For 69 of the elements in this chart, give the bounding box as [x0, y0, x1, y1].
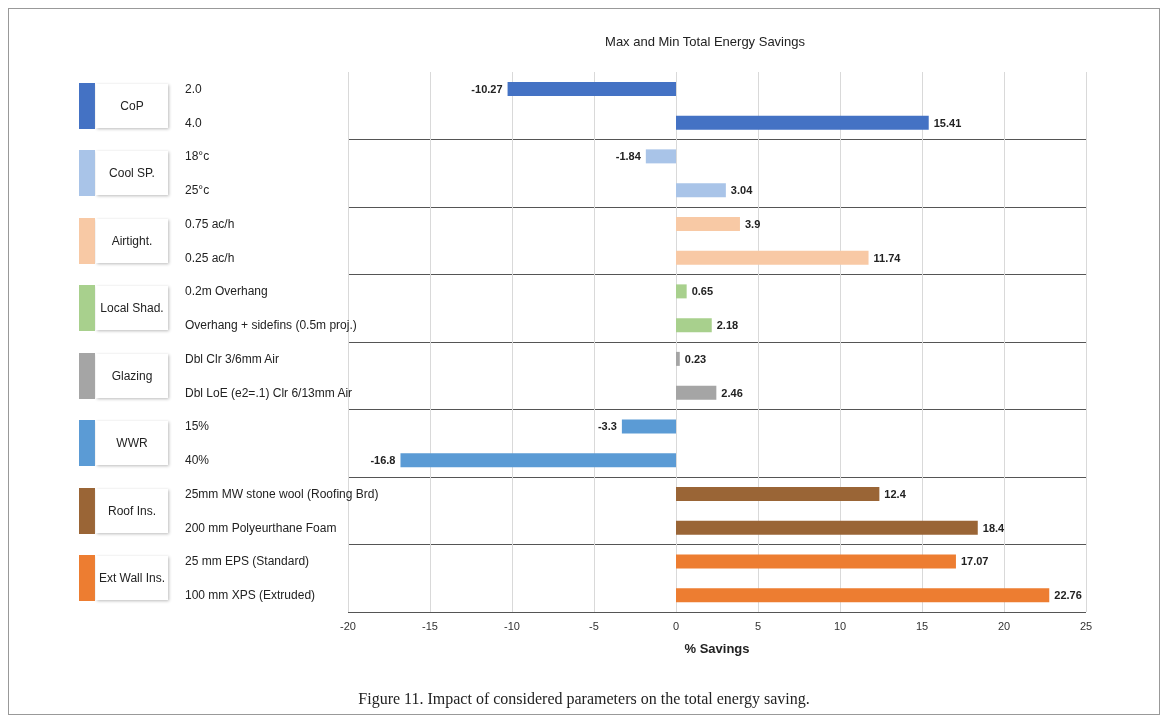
chart-title: Max and Min Total Energy Savings — [605, 34, 806, 49]
x-tick-label: 0 — [672, 619, 680, 632]
x-tick-label: 20 — [997, 619, 1011, 632]
bar — [676, 588, 1050, 603]
text: CoP — [96, 83, 168, 128]
data-label: -10.27 — [471, 82, 503, 95]
data-label: 15.41 — [933, 116, 962, 129]
y-tick-label: 0.25 ac/h — [185, 250, 235, 265]
data-label: -3.3 — [597, 420, 617, 433]
data-label: 12.4 — [884, 487, 907, 500]
bar — [676, 183, 726, 198]
y-tick-label: Overhang + sidefins (0.5m proj.) — [185, 318, 357, 333]
bar — [676, 351, 680, 366]
data-label: 18.4 — [982, 521, 1006, 534]
y-tick-label: 15% — [185, 419, 210, 434]
bar — [676, 318, 712, 333]
data-label: 0.23 — [684, 352, 707, 365]
bar — [676, 486, 880, 501]
text: Airtight. — [96, 218, 168, 263]
caption: Figure 11. Impact of considered parameters on the total energy saving. — [357, 690, 811, 708]
data-label: -1.84 — [615, 150, 642, 163]
bar — [400, 453, 676, 468]
y-tick-label: 200 mm Polyeurthane Foam — [185, 520, 337, 535]
x-tick-label: -20 — [340, 619, 356, 632]
y-tick-label: 25°c — [185, 183, 210, 198]
y-tick-label: 25 mm EPS (Standard) — [185, 554, 310, 569]
text: Cool SP. — [96, 151, 168, 196]
data-label: 3.04 — [730, 184, 754, 197]
data-label: 11.74 — [873, 251, 902, 264]
x-tick-label: 10 — [833, 619, 847, 632]
data-label: 17.07 — [960, 555, 989, 568]
text: Glazing — [96, 353, 168, 398]
data-label: 2.46 — [721, 386, 743, 399]
y-tick-label: 2.0 — [185, 81, 203, 96]
data-label: 2.18 — [716, 319, 739, 332]
y-tick-label: 25mm MW stone wool (Roofing Brd) — [185, 486, 379, 501]
bar — [676, 385, 717, 400]
x-tick-label: 15 — [915, 619, 929, 632]
bar — [676, 554, 956, 569]
y-tick-label: 18°c — [185, 149, 210, 164]
x-tick-label: 5 — [754, 619, 762, 632]
y-tick-label: Dbl LoE (e2=.1) Clr 6/13mm Air — [185, 385, 353, 400]
bar — [621, 419, 676, 434]
y-tick-label: 4.0 — [185, 115, 203, 130]
y-tick-label: 40% — [185, 453, 210, 468]
x-tick-label: -5 — [589, 619, 599, 632]
bar — [676, 284, 687, 299]
y-tick-label: 0.75 ac/h — [185, 216, 235, 231]
data-label: 22.76 — [1054, 589, 1082, 602]
bar — [676, 115, 929, 130]
bar — [676, 250, 869, 265]
bar — [676, 216, 740, 231]
y-tick-label: Dbl Clr 3/6mm Air — [185, 351, 280, 366]
bar — [507, 81, 676, 96]
y-tick-label: 100 mm XPS (Extruded) — [185, 588, 316, 603]
data-label: 0.65 — [691, 285, 714, 298]
bar — [676, 520, 978, 535]
data-label: -16.8 — [370, 454, 396, 467]
text: Roof Ins. — [96, 488, 168, 533]
text: WWR — [96, 421, 168, 466]
x-tick-label: 25 — [1079, 619, 1093, 632]
x-tick-label: -15 — [422, 619, 438, 632]
y-tick-label: 0.2m Overhang — [185, 284, 268, 299]
data-label: 3.9 — [744, 217, 761, 230]
x-tick-label: -10 — [504, 619, 520, 632]
text: Local Shad. — [96, 286, 168, 331]
bar — [645, 149, 676, 164]
text: Ext Wall Ins. — [96, 556, 168, 601]
x-axis-title: % Savings — [684, 641, 750, 656]
